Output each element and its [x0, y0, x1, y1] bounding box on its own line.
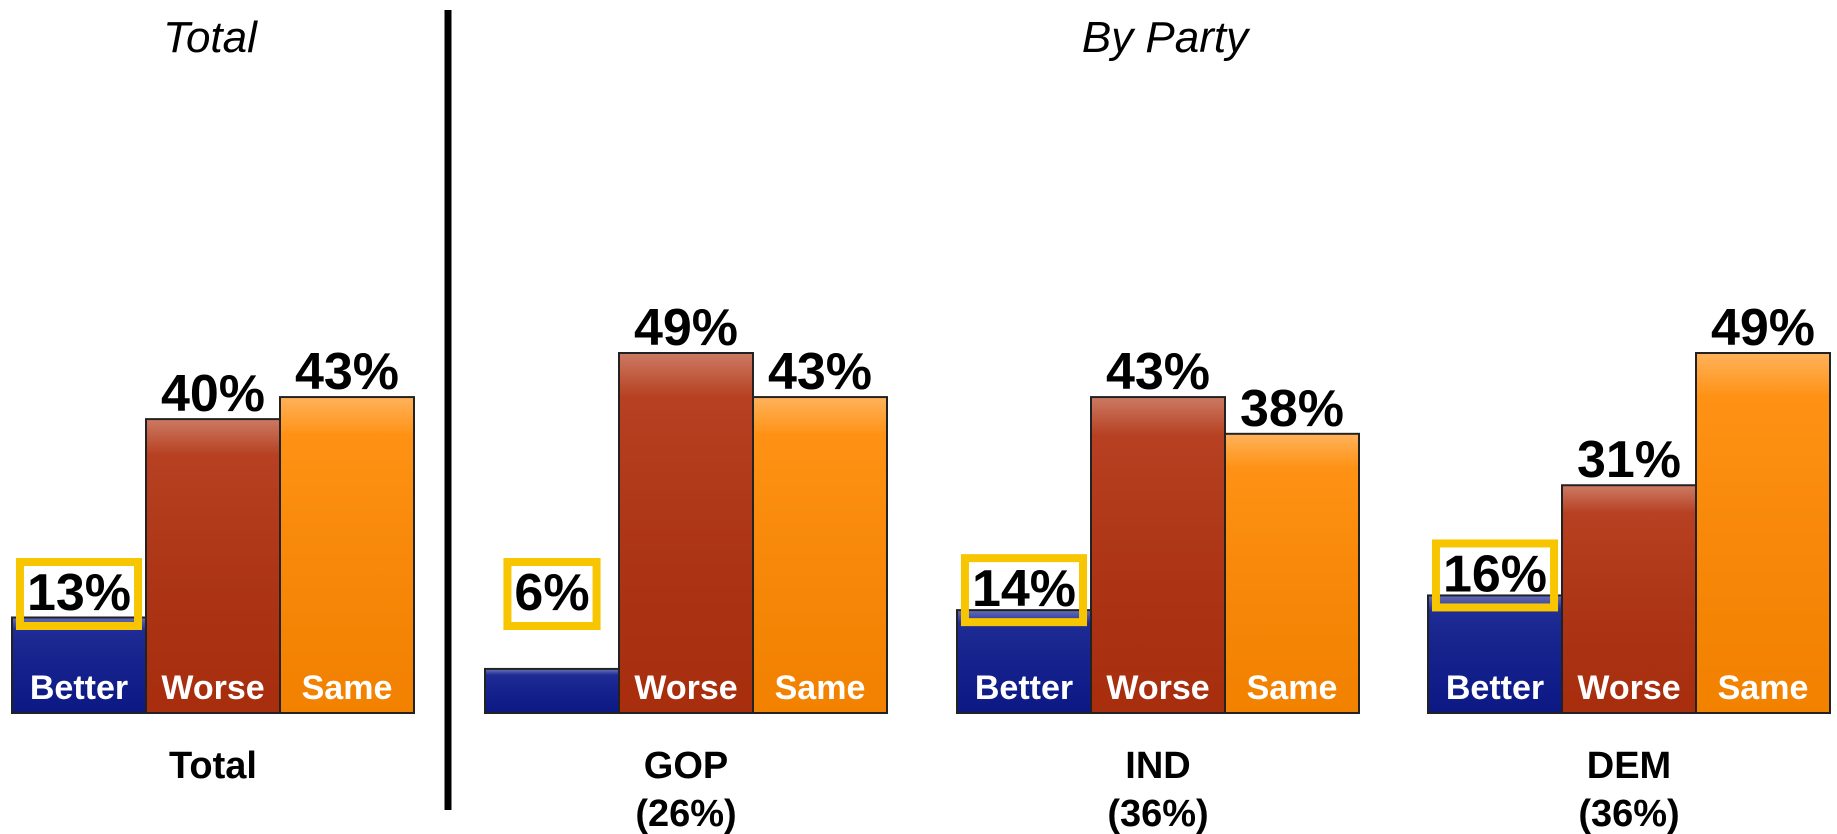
value-label-gop-better: 6%: [514, 564, 589, 622]
highlight-box-total: [15, 558, 143, 630]
value-label-gop-same: 43%: [768, 343, 872, 401]
value-label-ind-worse: 43%: [1106, 343, 1210, 401]
highlight-box-ind: [960, 554, 1088, 627]
bar-shine-gop-same: [754, 398, 886, 712]
value-label-dem-worse: 31%: [1577, 431, 1681, 489]
bar-category-label-total-same: Same: [302, 669, 393, 707]
bar-category-label-ind-same: Same: [1247, 669, 1338, 707]
bar-shine-dem-worse: [1563, 486, 1695, 712]
bar-category-label-dem-better: Better: [1446, 669, 1544, 707]
group-sublabel-ind: (36%): [1107, 793, 1208, 834]
bar-shine-total-worse: [147, 420, 279, 712]
value-label-ind-same: 38%: [1240, 380, 1344, 438]
bar-category-label-ind-worse: Worse: [1106, 669, 1209, 707]
value-label-ind-better: 14%: [972, 560, 1076, 618]
bar-category-label-gop-worse: Worse: [634, 669, 737, 707]
value-label-total-worse: 40%: [161, 365, 265, 423]
bar-shine-dem-same: [1697, 354, 1829, 712]
group-label-gop: GOP: [644, 745, 728, 787]
group-sublabel-dem: (36%): [1578, 793, 1679, 834]
value-label-dem-same: 49%: [1711, 299, 1815, 357]
group-label-total: Total: [169, 745, 257, 787]
bar-shine-ind-better: [958, 611, 1090, 712]
bar-category-label-ind-better: Better: [975, 669, 1073, 707]
group-label-dem: DEM: [1587, 745, 1671, 787]
bar-category-label-total-better: Better: [30, 669, 128, 707]
bars-layer: Better 13% Worse 40% Same 43% Total 6% Worse 49% S…: [11, 299, 1831, 834]
bar-shine-gop-better: [486, 669, 618, 712]
value-label-gop-worse: 49%: [634, 299, 738, 357]
bar-category-label-dem-worse: Worse: [1577, 669, 1680, 707]
group-label-ind: IND: [1125, 745, 1190, 787]
highlight-box-dem: [1431, 539, 1559, 612]
bar-category-label-total-worse: Worse: [161, 669, 264, 707]
value-label-dem-better: 16%: [1443, 545, 1547, 603]
bar-shine-dem-better: [1429, 596, 1561, 712]
group-sublabel-gop: (26%): [635, 793, 736, 834]
section-title-by-party: By Party: [1082, 13, 1251, 62]
bar-shine-ind-same: [1226, 434, 1358, 712]
value-label-total-better: 13%: [27, 564, 131, 622]
bar-category-label-dem-same: Same: [1718, 669, 1809, 707]
value-label-total-same: 43%: [295, 343, 399, 401]
bar-shine-total-same: [281, 398, 413, 712]
bar-category-label-gop-same: Same: [775, 669, 866, 707]
section-title-total: Total: [163, 13, 258, 62]
bar-shine-ind-worse: [1092, 398, 1224, 712]
highlight-box-gop: [503, 558, 601, 630]
bar-shine-gop-worse: [620, 354, 752, 712]
bar-shine-total-better: [13, 618, 145, 712]
